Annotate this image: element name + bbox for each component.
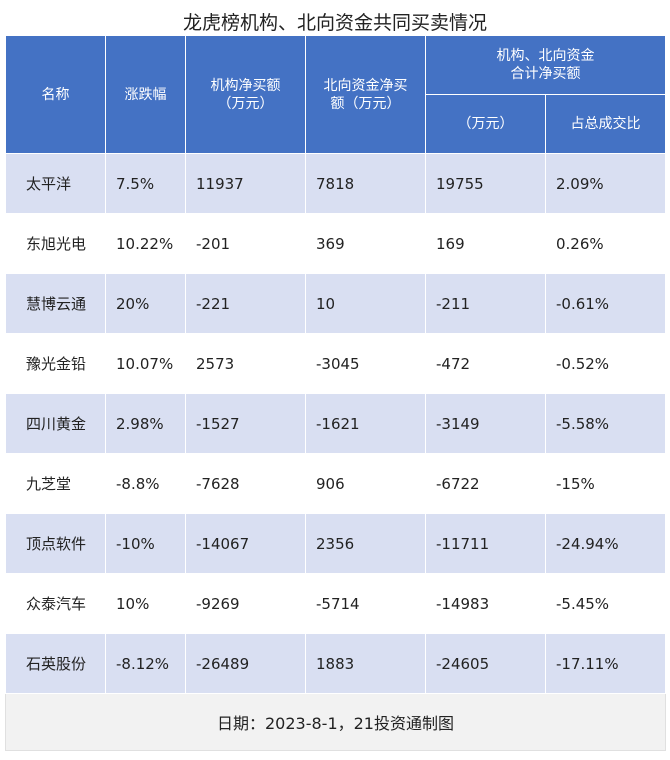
cell-ratio: -17.11% <box>545 633 666 694</box>
cell-ratio: -5.58% <box>545 393 666 454</box>
cell-total: -211 <box>425 273 546 334</box>
cell-name: 慧博云通 <box>5 273 106 334</box>
cell-ratio: -0.61% <box>545 273 666 334</box>
header-ratio: 占总成交比 <box>545 94 666 154</box>
header-north: 北向资金净买 额（万元） <box>305 35 426 154</box>
cell-total: 169 <box>425 213 546 274</box>
cell-inst: -1527 <box>185 393 306 454</box>
cell-inst: -7628 <box>185 453 306 514</box>
table-row: 慧博云通 20% -221 10 -211 -0.61% <box>5 273 666 334</box>
header-group-line2: 合计净买额 <box>510 66 581 82</box>
cell-total: -11711 <box>425 513 546 574</box>
cell-name: 东旭光电 <box>5 213 106 274</box>
cell-ratio: -5.45% <box>545 573 666 634</box>
cell-change: 20% <box>105 273 186 334</box>
cell-ratio: -24.94% <box>545 513 666 574</box>
cell-change: -8.12% <box>105 633 186 694</box>
table-row: 东旭光电 10.22% -201 369 169 0.26% <box>5 213 666 274</box>
cell-change: -8.8% <box>105 453 186 514</box>
cell-name: 顶点软件 <box>5 513 106 574</box>
footer-note: 日期：2023-8-1，21投资通制图 <box>5 693 666 751</box>
table-row: 豫光金铅 10.07% 2573 -3045 -472 -0.52% <box>5 333 666 394</box>
chart-title: 龙虎榜机构、北向资金共同买卖情况 <box>182 12 487 34</box>
header-group-line1: 机构、北向资金 <box>496 48 595 64</box>
cell-north: 906 <box>305 453 426 514</box>
header-inst: 机构净买额 （万元） <box>185 35 306 154</box>
table-row: 太平洋 7.5% 11937 7818 19755 2.09% <box>5 153 666 214</box>
cell-change: 7.5% <box>105 153 186 214</box>
cell-north: -3045 <box>305 333 426 394</box>
header-group: 机构、北向资金 合计净买额 <box>425 35 666 95</box>
table-row: 九芝堂 -8.8% -7628 906 -6722 -15% <box>5 453 666 514</box>
cell-ratio: -0.52% <box>545 333 666 394</box>
cell-inst: -221 <box>185 273 306 334</box>
table-row: 顶点软件 -10% -14067 2356 -11711 -24.94% <box>5 513 666 574</box>
cell-name: 四川黄金 <box>5 393 106 454</box>
header-north-line2: 额（万元） <box>330 95 401 112</box>
cell-change: 10.07% <box>105 333 186 394</box>
header-inst-line2: （万元） <box>217 95 274 112</box>
header-inst-line1: 机构净买额 <box>210 77 281 94</box>
cell-total: -24605 <box>425 633 546 694</box>
header-north-line1: 北向资金净买 <box>323 77 408 94</box>
cell-total: 19755 <box>425 153 546 214</box>
cell-north: 10 <box>305 273 426 334</box>
cell-name: 众泰汽车 <box>5 573 106 634</box>
cell-name: 石英股份 <box>5 633 106 694</box>
cell-change: 10.22% <box>105 213 186 274</box>
header-total: （万元） <box>425 94 546 154</box>
cell-north: -5714 <box>305 573 426 634</box>
cell-ratio: -15% <box>545 453 666 514</box>
cell-north: 369 <box>305 213 426 274</box>
cell-name: 九芝堂 <box>5 453 106 514</box>
cell-name: 豫光金铅 <box>5 333 106 394</box>
cell-ratio: 2.09% <box>545 153 666 214</box>
cell-inst: -9269 <box>185 573 306 634</box>
cell-north: 1883 <box>305 633 426 694</box>
cell-name: 太平洋 <box>5 153 106 214</box>
header-name: 名称 <box>5 35 106 154</box>
cell-north: 7818 <box>305 153 426 214</box>
cell-ratio: 0.26% <box>545 213 666 274</box>
table-row: 众泰汽车 10% -9269 -5714 -14983 -5.45% <box>5 573 666 634</box>
cell-total: -472 <box>425 333 546 394</box>
cell-total: -6722 <box>425 453 546 514</box>
cell-change: 2.98% <box>105 393 186 454</box>
cell-inst: 11937 <box>185 153 306 214</box>
header-change: 涨跌幅 <box>105 35 186 154</box>
cell-change: 10% <box>105 573 186 634</box>
cell-inst: -14067 <box>185 513 306 574</box>
cell-total: -14983 <box>425 573 546 634</box>
data-table: 名称 涨跌幅 机构净买额 （万元） 北向资金净买 额（万元） 机构、北向资金 合… <box>5 35 666 751</box>
table-row: 四川黄金 2.98% -1527 -1621 -3149 -5.58% <box>5 393 666 454</box>
cell-inst: -201 <box>185 213 306 274</box>
cell-inst: -26489 <box>185 633 306 694</box>
cell-inst: 2573 <box>185 333 306 394</box>
table-row: 石英股份 -8.12% -26489 1883 -24605 -17.11% <box>5 633 666 694</box>
cell-change: -10% <box>105 513 186 574</box>
cell-north: 2356 <box>305 513 426 574</box>
cell-north: -1621 <box>305 393 426 454</box>
cell-total: -3149 <box>425 393 546 454</box>
